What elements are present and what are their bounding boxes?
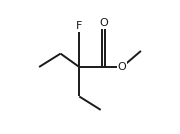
Text: O: O (118, 62, 127, 72)
Text: O: O (99, 18, 108, 28)
Text: F: F (76, 21, 82, 31)
